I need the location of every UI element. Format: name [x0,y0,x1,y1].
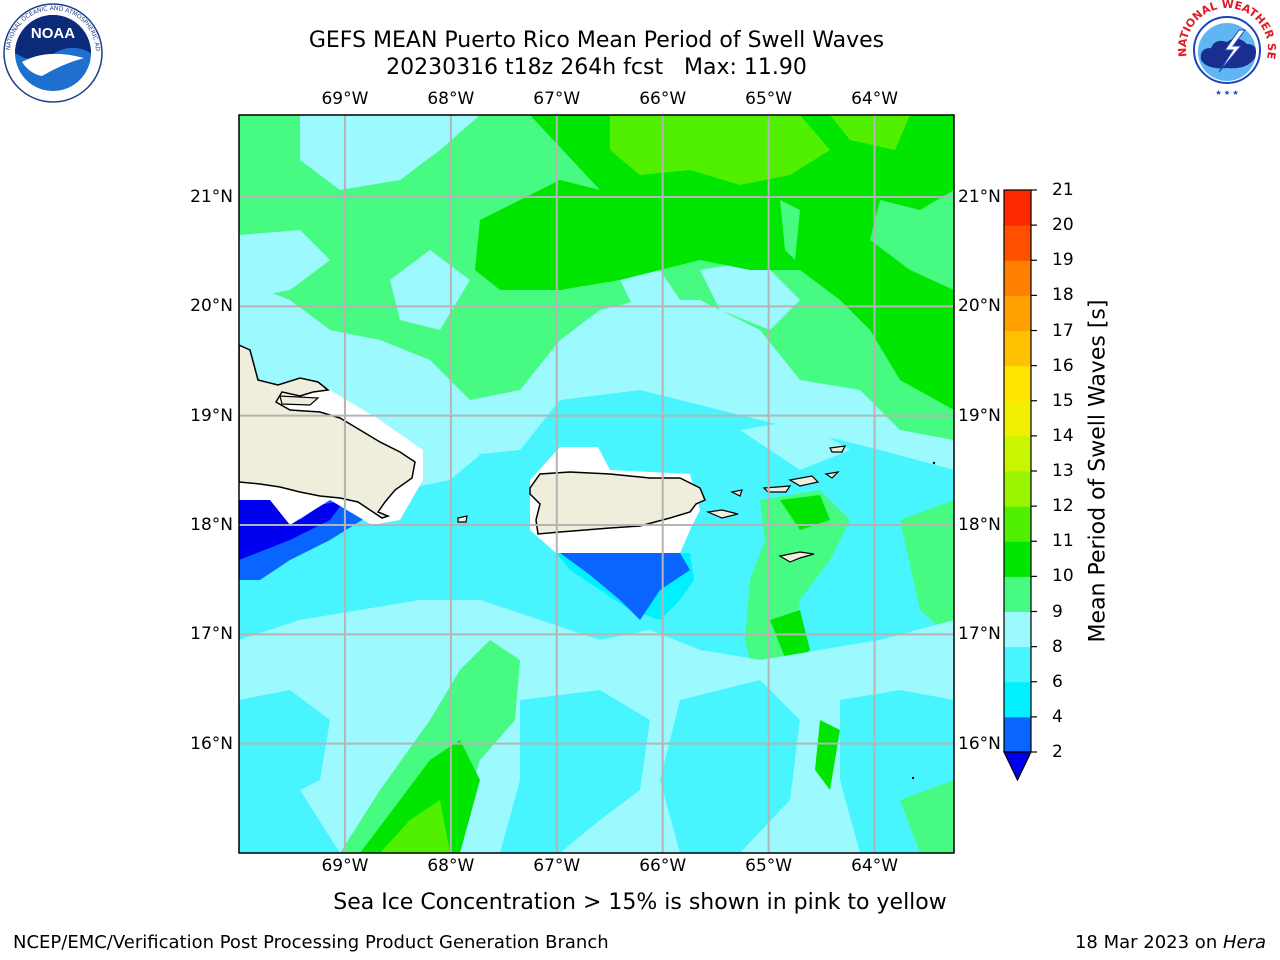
colorbar-segment [1004,506,1031,542]
colorbar-tick-label: 11 [1052,531,1074,552]
footer-branch: NCEP/EMC/Verification Post Processing Pr… [13,932,609,953]
lon-label: 65°W [745,856,793,876]
colorbar-segment [1004,471,1031,507]
lat-label: 20°N [190,296,233,317]
colorbar-tick-label: 19 [1052,250,1074,271]
colorbar-tick-label: 12 [1052,496,1074,517]
colorbar-tick-label: 6 [1052,671,1063,692]
colorbar-segment [1004,330,1031,367]
lon-label: 69°W [321,89,369,109]
colorbar-segment [1004,400,1031,437]
colorbar-tick-label: 20 [1052,215,1074,236]
colorbar-tick-label: 13 [1052,461,1074,481]
lon-label: 68°W [427,89,475,109]
chart-subtitle: 20230316 t18z 264h fcst Max: 11.90 [386,55,807,80]
lat-label: 17°N [958,624,1001,645]
colorbar-segment [1004,716,1031,753]
lon-label: 68°W [427,856,475,876]
colorbar-tick-label: 18 [1052,285,1074,306]
nws-logo: NATIONAL WEATHER SERVICE ★ ★ ★ [1175,0,1278,97]
colorbar-segment [1004,260,1031,296]
colorbar-segment [1004,576,1031,612]
colorbar [1003,189,1037,782]
lat-label: 18°N [958,515,1001,535]
lon-label: 69°W [321,856,369,876]
lat-label: 20°N [958,296,1001,317]
lon-label: 64°W [851,856,899,876]
colorbar-segment [1004,611,1031,648]
swell-period-field [239,115,954,853]
colorbar-tick-label: 8 [1052,636,1063,657]
map-frame [238,114,955,854]
footer-date-text: 18 Mar 2023 on [1074,932,1223,953]
svg-text:★ ★ ★: ★ ★ ★ [1215,89,1238,97]
lat-label: 21°N [958,187,1001,207]
puerto-rico-landmass [529,471,706,535]
lat-label: 16°N [190,733,233,754]
lat-label: 16°N [958,733,1001,754]
sea-ice-note: Sea Ice Concentration > 15% is shown in … [333,890,947,915]
colorbar-tick-label: 10 [1052,566,1074,587]
lon-label: 65°W [745,89,793,109]
colorbar-tick-label: 9 [1052,601,1063,622]
lon-label: 67°W [533,856,581,876]
colorbar-under-arrow [1003,751,1032,782]
chart-title: GEFS MEAN Puerto Rico Mean Period of Swe… [308,28,885,53]
lat-label: 21°N [190,187,233,207]
colorbar-tick-label: 15 [1052,390,1074,411]
lat-label: 17°N [190,624,233,645]
colorbar-tick-label: 17 [1052,320,1074,341]
footer-host: Hera [1222,932,1266,953]
lat-label: 19°N [190,405,233,426]
colorbar-tick-label: 21 [1052,180,1074,200]
lon-label: 66°W [639,856,687,876]
colorbar-segment [1004,681,1031,718]
colorbar-segment [1004,646,1031,683]
noaa-logo: NOAA NATIONAL OCEANIC AND ATMOSPHERIC AD… [2,2,103,103]
colorbar-tick-label: 2 [1052,742,1063,762]
lon-label: 67°W [533,89,581,109]
lat-label: 18°N [190,515,233,535]
colorbar-label: Mean Period of Swell Waves [s] [1085,299,1111,643]
lon-label: 66°W [639,89,687,109]
colorbar-segment [1004,435,1031,472]
graticule [239,115,954,853]
lat-label: 19°N [958,405,1001,426]
hispaniola-landmass [239,344,416,519]
colorbar-tick-label: 4 [1052,706,1063,727]
colorbar-tick-label: 14 [1052,425,1074,446]
colorbar-segment [1004,541,1031,577]
footer-date: 18 Mar 2023 on Hera [1075,932,1266,953]
noaa-logo-text: NOAA [31,25,75,42]
colorbar-tick-label: 16 [1052,355,1074,376]
lon-label: 64°W [851,89,899,109]
colorbar-segment [1004,295,1031,331]
colorbar-segment [1004,225,1031,261]
colorbar-segment [1004,190,1031,226]
colorbar-segment [1004,365,1031,402]
